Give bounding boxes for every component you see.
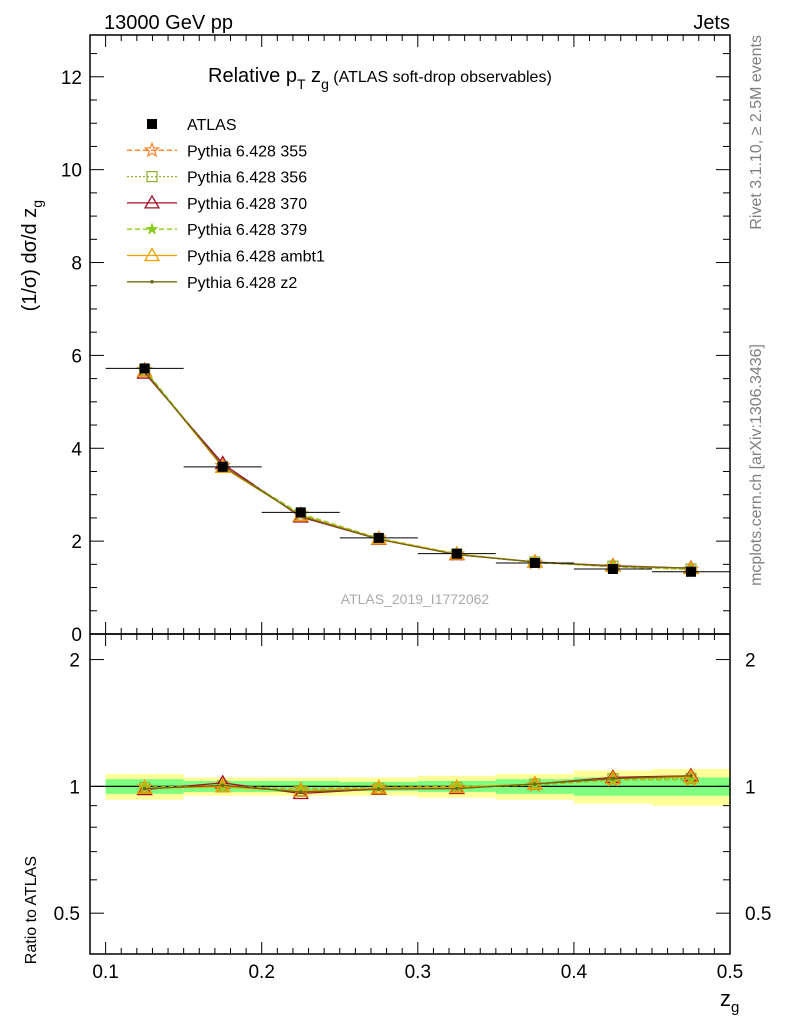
ratio-point <box>298 790 303 794</box>
legend-marker <box>146 171 158 183</box>
mcplots-info: mcplots.cern.ch [arXiv:1306.3436] <box>748 344 765 586</box>
legend-label: ATLAS <box>187 117 237 134</box>
ratio-series-5 <box>142 773 693 794</box>
legend-marker <box>150 280 154 284</box>
ratio-line <box>144 775 692 793</box>
x-tick-label: 0.5 <box>717 962 743 983</box>
legend-item: Pythia 6.428 356 <box>127 170 307 187</box>
legend-item: ATLAS <box>147 117 237 134</box>
y-tick-label: 6 <box>71 346 82 367</box>
legend-label: Pythia 6.428 370 <box>187 196 307 213</box>
series-line <box>144 371 692 569</box>
data-point <box>451 548 462 559</box>
y-tick-label: 4 <box>71 439 82 460</box>
x-tick-label: 0.2 <box>248 962 274 983</box>
legend-label: Pythia 6.428 355 <box>187 143 307 160</box>
process-label: Jets <box>693 12 730 34</box>
legend-marker <box>143 247 161 262</box>
legend-label: Pythia 6.428 356 <box>187 170 307 187</box>
y-tick-label: 2 <box>71 532 82 553</box>
legend-label: Pythia 6.428 ambt1 <box>187 249 325 266</box>
data-series <box>105 363 730 577</box>
ratio-point <box>376 787 381 791</box>
ratio-point <box>142 786 147 791</box>
ratio-point <box>448 779 465 794</box>
legend-marker <box>147 119 157 129</box>
legend-marker <box>145 222 159 235</box>
data-point <box>217 461 228 472</box>
ratio-point <box>533 782 537 786</box>
ratio-point <box>604 770 622 785</box>
ratio-point <box>220 783 225 788</box>
data-point <box>373 532 384 543</box>
ratio-tick-label: 2 <box>69 651 80 672</box>
y-tick-label: 10 <box>61 161 82 182</box>
x-tick-label: 0.1 <box>92 962 118 983</box>
ratio-tick-label: 0.5 <box>54 904 80 925</box>
y-axis-label: (1/σ) dσ/d zg <box>19 200 45 311</box>
data-point <box>295 507 306 518</box>
x-axis-label: zg <box>720 986 739 1016</box>
y-tick-label: 12 <box>61 68 82 89</box>
ratio-point <box>136 780 153 794</box>
data-point <box>529 557 540 568</box>
legend-marker <box>143 194 161 209</box>
analysis-watermark: ATLAS_2019_I1772062 <box>341 591 490 607</box>
ratio-point <box>611 776 615 781</box>
data-point <box>607 563 618 574</box>
ratio-tick-label-right: 0.5 <box>745 904 771 925</box>
data-point <box>139 363 150 374</box>
legend-item: Pythia 6.428 ambt1 <box>127 247 325 266</box>
legend-marker <box>143 141 161 158</box>
legend-item: Pythia 6.428 379 <box>127 222 307 239</box>
main-series <box>105 361 730 577</box>
legend-label: Pythia 6.428 z2 <box>187 275 297 292</box>
ratio-point <box>455 786 459 791</box>
legend-label: Pythia 6.428 379 <box>187 222 307 239</box>
ratio-axis-label: Ratio to ATLAS <box>23 856 40 964</box>
energy-label: 13000 GeV pp <box>104 12 233 34</box>
y-tick-label: 8 <box>71 254 82 275</box>
legend-item: Pythia 6.428 370 <box>127 194 307 213</box>
ratio-series <box>90 767 730 800</box>
legend-item: Pythia 6.428 355 <box>127 141 307 160</box>
x-tick-label: 0.3 <box>405 962 431 983</box>
ratio-point <box>526 775 544 790</box>
x-tick-label: 0.4 <box>561 962 588 983</box>
ratio-point <box>292 783 309 797</box>
ratio-tick-label-right: 1 <box>745 777 756 798</box>
ratio-tick-label-right: 2 <box>745 651 756 672</box>
ratio-frame <box>89 633 731 955</box>
rivet-info: Rivet 3.1.10, ≥ 2.5M events <box>748 35 765 230</box>
ratio-point <box>370 779 387 794</box>
legend: ATLAS Pythia 6.428 355 Pythia 6.428 356 Pyt… <box>127 117 325 292</box>
y-tick-label: 0 <box>71 625 82 646</box>
ratio-point <box>689 773 693 778</box>
legend-item: Pythia 6.428 z2 <box>127 275 297 292</box>
chart-title: Relative pT zg (ATLAS soft-drop observab… <box>208 65 552 92</box>
ratio-tick-label: 1 <box>69 777 80 798</box>
data-point <box>685 566 696 577</box>
